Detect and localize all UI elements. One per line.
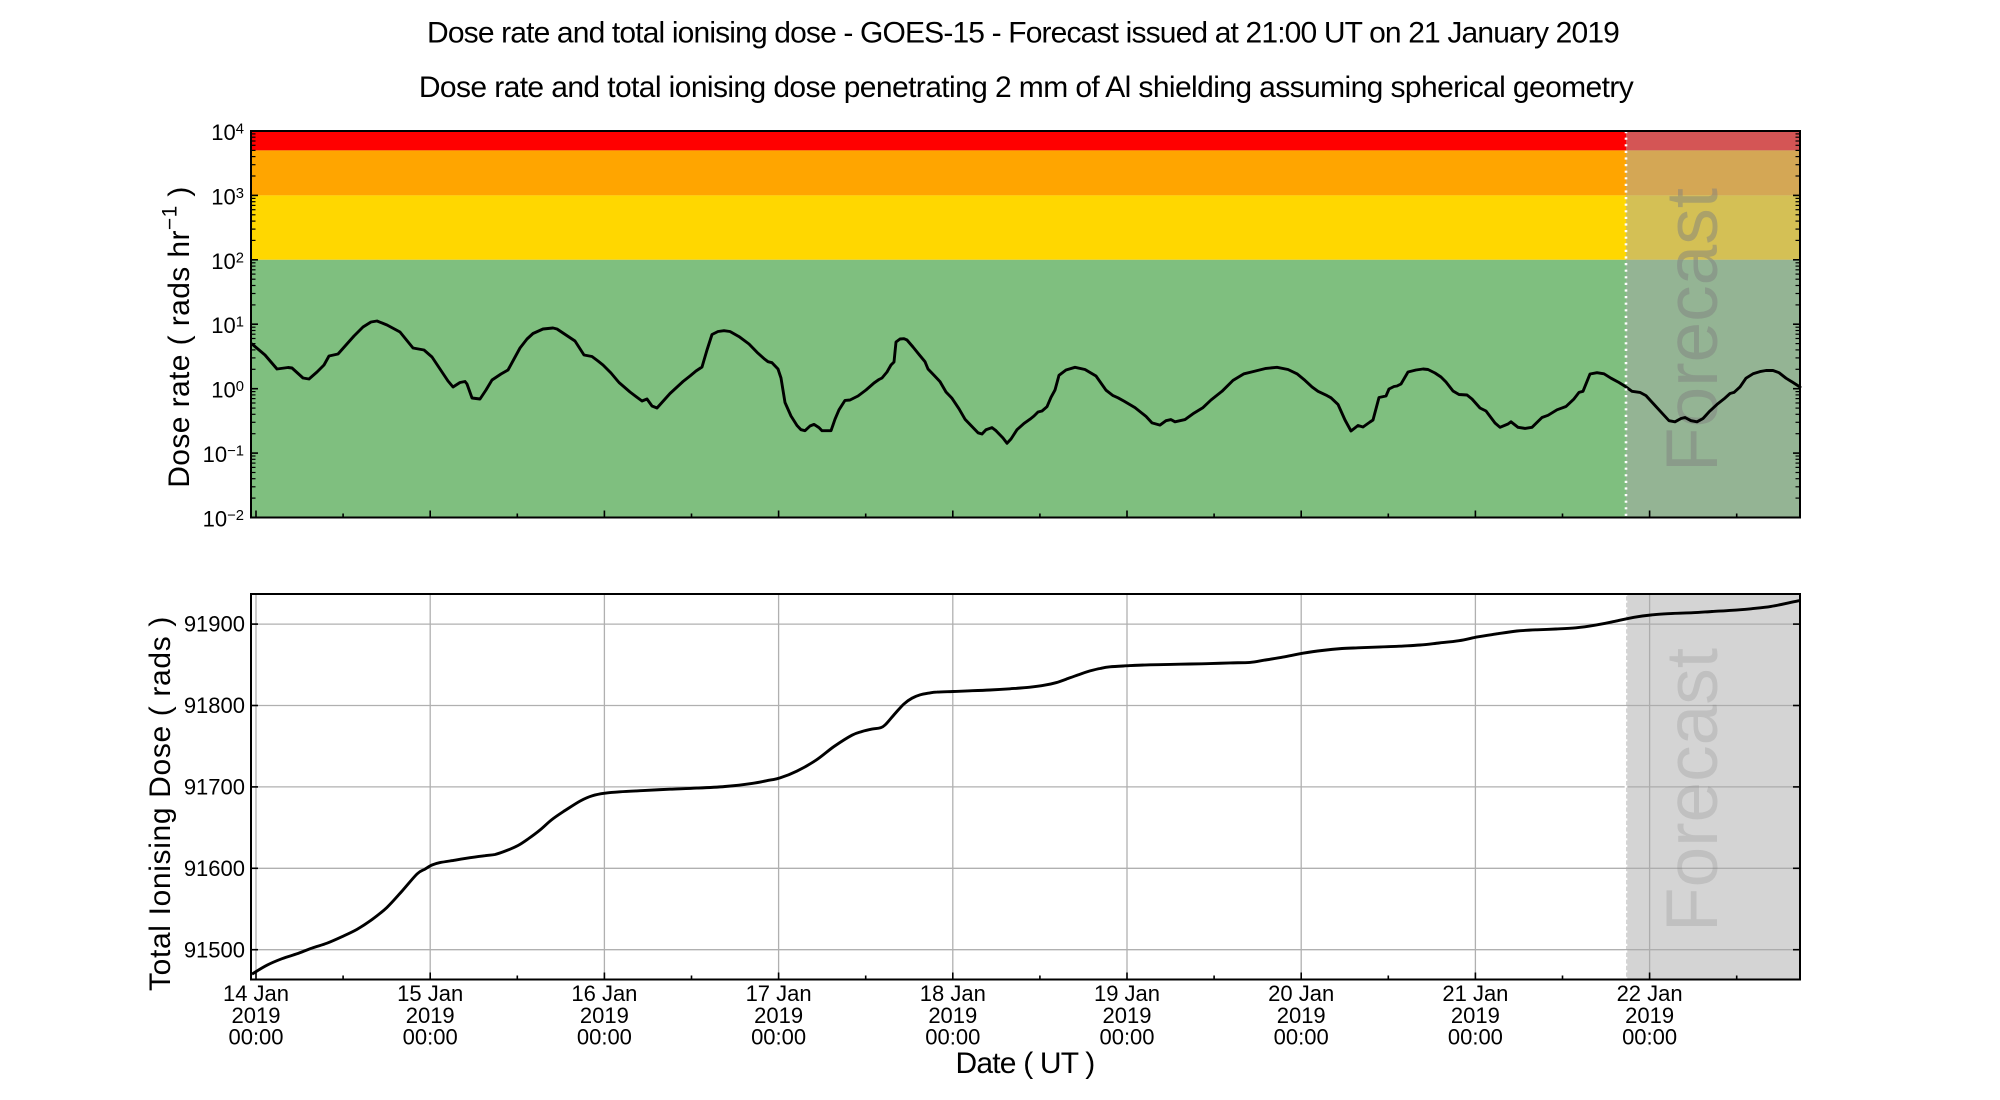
svg-text:Dose rate ( rads hr−1 ): Dose rate ( rads hr−1 ) bbox=[159, 186, 197, 488]
svg-text:Date ( UT ): Date ( UT ) bbox=[955, 1047, 1094, 1080]
svg-text:91800: 91800 bbox=[184, 693, 245, 718]
svg-text:91900: 91900 bbox=[184, 612, 245, 637]
svg-text:Forecast: Forecast bbox=[1652, 648, 1733, 932]
svg-text:Forecast: Forecast bbox=[1652, 188, 1733, 472]
svg-text:102: 102 bbox=[211, 249, 244, 274]
svg-text:Dose rate and total ionising d: Dose rate and total ionising dose - GOES… bbox=[427, 16, 1619, 49]
svg-text:91600: 91600 bbox=[184, 856, 245, 881]
svg-text:91700: 91700 bbox=[184, 775, 245, 800]
svg-text:Dose rate and total ionising d: Dose rate and total ionising dose penetr… bbox=[419, 71, 1634, 104]
svg-text:91500: 91500 bbox=[184, 937, 245, 962]
svg-text:Total Ionising Dose ( rads ): Total Ionising Dose ( rads ) bbox=[144, 616, 177, 991]
